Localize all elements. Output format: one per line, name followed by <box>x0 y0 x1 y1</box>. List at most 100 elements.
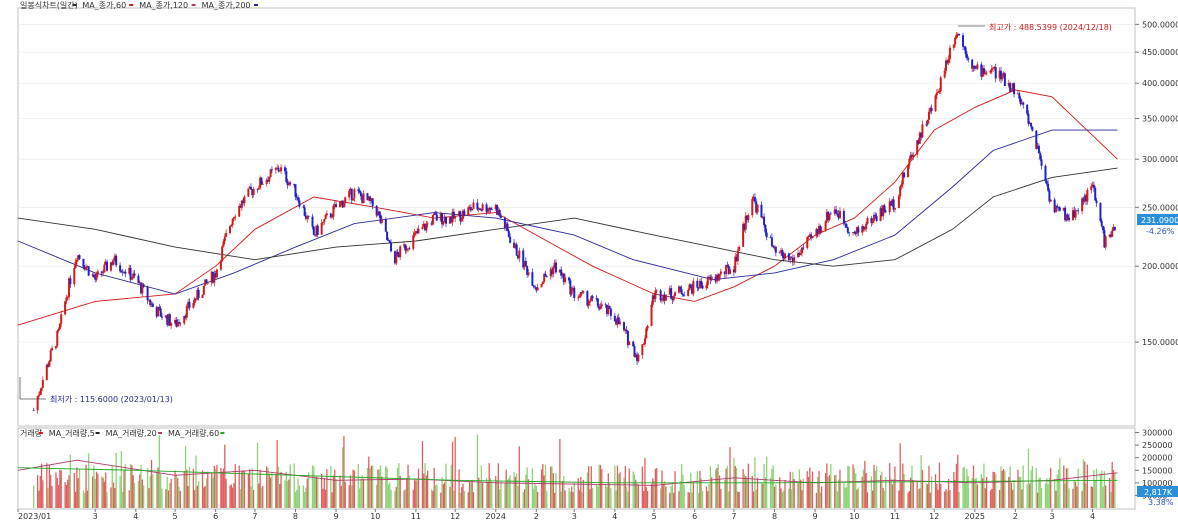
candle-body <box>671 298 674 301</box>
candle-body <box>513 242 516 248</box>
volume-tick-label: 150000 <box>1142 466 1173 475</box>
candle-body <box>920 132 923 138</box>
candle-body <box>212 271 215 283</box>
candle-body <box>54 346 57 349</box>
candle-body <box>238 205 241 217</box>
price-badge-change: -4.26% <box>1146 227 1175 236</box>
candle-body <box>735 256 738 262</box>
candle-body <box>1019 98 1022 105</box>
candle-body <box>371 198 374 206</box>
candle-body <box>1049 199 1052 202</box>
candle-body <box>265 179 268 184</box>
candle-body <box>955 34 958 38</box>
candle-body <box>590 296 593 301</box>
candle-body <box>1028 123 1031 124</box>
candle-body <box>403 244 406 247</box>
candle-body <box>680 289 683 295</box>
candle-body <box>534 286 537 288</box>
candle-body <box>1066 214 1069 218</box>
price-panel[interactable] <box>17 7 1136 427</box>
candle-body <box>128 267 131 274</box>
candle-body <box>958 33 961 36</box>
candle-body <box>892 199 895 210</box>
candle-body <box>75 259 78 262</box>
candle-body <box>378 211 381 215</box>
candle-body <box>248 186 251 189</box>
legend-label: MA_종가,120 <box>139 1 188 10</box>
candle-body <box>130 278 133 280</box>
candle-body <box>880 208 883 217</box>
candle-body <box>499 215 502 218</box>
ma-line-3 <box>17 167 1118 267</box>
candle-body <box>781 250 784 256</box>
candle-body <box>280 167 283 171</box>
candle-body <box>303 207 306 216</box>
candle-body <box>802 247 805 249</box>
candle-body <box>460 218 463 222</box>
candle-body <box>1053 199 1056 213</box>
legend-swatch <box>254 4 258 6</box>
candle-body <box>1094 187 1097 201</box>
candle-body <box>599 306 602 310</box>
candle-body <box>1100 220 1103 227</box>
candle-body <box>141 284 144 294</box>
candle-body <box>569 280 572 295</box>
candle-body <box>650 304 653 326</box>
candle-body <box>672 295 675 301</box>
candle-body <box>1071 210 1074 220</box>
candle-body <box>888 201 891 213</box>
candle-body <box>715 274 718 282</box>
candle-body <box>459 211 462 222</box>
candle-body <box>505 223 508 229</box>
candle-body <box>714 276 717 282</box>
candle-body <box>507 230 510 237</box>
candle-body <box>78 255 81 259</box>
candle-body <box>323 219 326 222</box>
candle-body <box>259 177 262 188</box>
candle-body <box>743 223 746 230</box>
candle-body <box>967 58 970 60</box>
candle-body <box>66 296 69 298</box>
candle-body <box>965 54 968 59</box>
candle-body <box>193 298 196 303</box>
candle-body <box>789 257 792 260</box>
candle-body <box>558 269 561 273</box>
candle-body <box>476 202 479 210</box>
time-tick-label: 3 <box>93 512 98 521</box>
candle-body <box>39 391 42 395</box>
price-tick-label: 250.0000 <box>1142 203 1178 212</box>
candle-body <box>893 207 896 210</box>
candle-body <box>333 204 336 206</box>
candle-body <box>531 272 534 286</box>
candle-body <box>1112 226 1115 231</box>
candle-body <box>472 202 475 209</box>
candle-body <box>431 215 434 225</box>
candle-body <box>764 224 767 233</box>
candle-body <box>632 341 635 347</box>
candle-body <box>359 192 362 197</box>
legend-label: MA_거래량,60 <box>168 428 219 438</box>
candle-body <box>167 314 170 325</box>
candle-body <box>1075 210 1078 212</box>
candle-body <box>231 218 234 225</box>
candle-body <box>160 316 163 318</box>
candle-body <box>598 306 601 310</box>
candle-body <box>836 213 839 215</box>
time-tick-label: 4 <box>133 512 138 521</box>
candle-body <box>104 261 107 265</box>
price-axis: 500.0000 450.0000 400.0000 350.0000 300.0000… <box>1135 20 1178 347</box>
candle-body <box>515 244 518 256</box>
candle-body <box>387 239 390 241</box>
candle-body <box>48 361 51 367</box>
candle-body <box>91 274 94 276</box>
candle-body <box>938 90 941 92</box>
candle-body <box>496 205 499 215</box>
candle-body <box>1045 181 1048 184</box>
candle-body <box>855 227 858 234</box>
candle-body <box>930 107 933 111</box>
price-tick-label: 350.0000 <box>1142 114 1178 123</box>
candle-body <box>835 209 838 214</box>
candle-body <box>60 314 63 324</box>
candle-body <box>1022 102 1025 105</box>
